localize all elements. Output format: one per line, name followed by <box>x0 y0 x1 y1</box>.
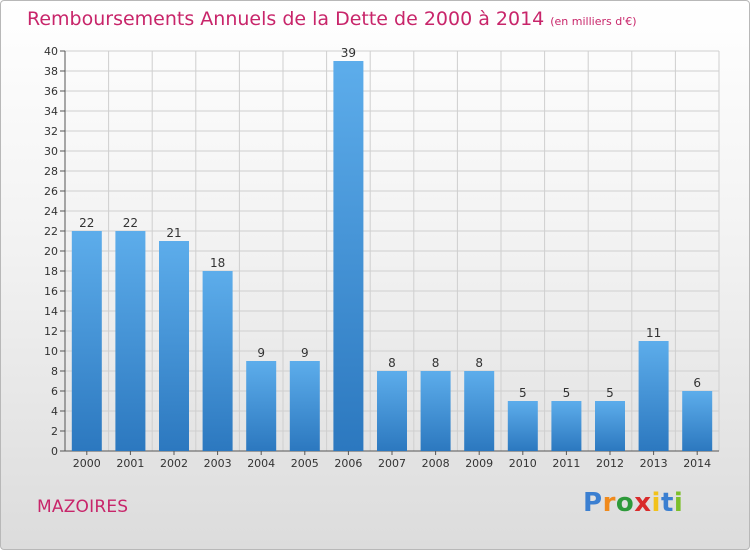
data-label-2008: 8 <box>432 356 440 370</box>
x-tick-label-2001: 2001 <box>116 457 144 470</box>
y-tick-label: 34 <box>44 105 58 118</box>
data-label-2009: 8 <box>475 356 483 370</box>
y-tick-label: 28 <box>44 165 58 178</box>
y-tick-label: 22 <box>44 225 58 238</box>
data-label-2000: 22 <box>79 216 94 230</box>
y-tick-label: 26 <box>44 185 58 198</box>
x-tick-label-2007: 2007 <box>378 457 406 470</box>
logo-letter: r <box>602 488 616 518</box>
bar-2000[interactable] <box>71 231 102 451</box>
x-tick-label-2000: 2000 <box>73 457 101 470</box>
x-tick-label-2010: 2010 <box>509 457 537 470</box>
data-label-2007: 8 <box>388 356 396 370</box>
y-tick-label: 2 <box>51 425 58 438</box>
axis-layer: 0246810121416182022242628303234363840200… <box>44 45 719 470</box>
y-tick-label: 38 <box>44 65 58 78</box>
x-tick-label-2004: 2004 <box>247 457 275 470</box>
y-tick-label: 30 <box>44 145 58 158</box>
bar-2010[interactable] <box>507 401 538 451</box>
logo-letter: x <box>634 488 652 518</box>
y-tick-label: 36 <box>44 85 58 98</box>
proxiti-logo[interactable]: Proxiti <box>583 488 683 518</box>
data-label-2003: 18 <box>210 256 225 270</box>
x-tick-label-2002: 2002 <box>160 457 188 470</box>
bar-2004[interactable] <box>246 361 277 451</box>
bar-2011[interactable] <box>551 401 582 451</box>
data-label-2010: 5 <box>519 386 527 400</box>
y-tick-label: 40 <box>44 45 58 58</box>
y-tick-label: 14 <box>44 305 58 318</box>
bar-2006[interactable] <box>333 61 364 451</box>
logo-letter: t <box>660 488 674 518</box>
y-tick-label: 0 <box>51 445 58 458</box>
data-label-2012: 5 <box>606 386 614 400</box>
y-tick-label: 32 <box>44 125 58 138</box>
bar-2013[interactable] <box>638 341 669 451</box>
data-label-2005: 9 <box>301 346 309 360</box>
bar-2008[interactable] <box>420 371 451 451</box>
y-tick-label: 6 <box>51 385 58 398</box>
x-tick-label-2014: 2014 <box>683 457 711 470</box>
bar-2001[interactable] <box>115 231 146 451</box>
x-tick-label-2009: 2009 <box>465 457 493 470</box>
x-tick-label-2008: 2008 <box>422 457 450 470</box>
data-label-2006: 39 <box>341 46 356 60</box>
y-tick-label: 12 <box>44 325 58 338</box>
bar-2007[interactable] <box>377 371 407 451</box>
x-tick-label-2011: 2011 <box>552 457 580 470</box>
logo-letter: o <box>615 488 635 518</box>
y-tick-label: 20 <box>44 245 58 258</box>
x-tick-label-2006: 2006 <box>334 457 362 470</box>
bar-2009[interactable] <box>464 371 495 451</box>
commune-name: MAZOIRES <box>37 497 129 517</box>
data-label-2002: 21 <box>166 226 181 240</box>
logo-letter: P <box>583 488 603 518</box>
label-layer: 22 22 21 18 9 9 39 8 8 8 5 5 5 11 6 <box>79 46 701 400</box>
chart-title-main: Remboursements Annuels de la Dette de 20… <box>27 8 545 30</box>
y-tick-label: 16 <box>44 285 58 298</box>
y-tick-label: 4 <box>51 405 58 418</box>
data-label-2001: 22 <box>123 216 138 230</box>
logo-letter: i <box>673 488 684 518</box>
bar-2002[interactable] <box>159 241 189 451</box>
data-label-2011: 5 <box>563 386 571 400</box>
data-label-2004: 9 <box>257 346 265 360</box>
bar-2003[interactable] <box>202 271 233 451</box>
y-tick-label: 24 <box>44 205 58 218</box>
y-tick-label: 18 <box>44 265 58 278</box>
data-label-2013: 11 <box>646 326 661 340</box>
x-tick-label-2005: 2005 <box>291 457 319 470</box>
x-tick-label-2012: 2012 <box>596 457 624 470</box>
chart-title-unit: (en milliers d'€) <box>550 15 637 28</box>
bar-layer <box>71 61 713 451</box>
x-tick-label-2003: 2003 <box>204 457 232 470</box>
bar-2012[interactable] <box>595 401 625 451</box>
chart-title: Remboursements Annuels de la Dette de 20… <box>27 8 637 30</box>
y-tick-label: 10 <box>44 345 58 358</box>
x-tick-label-2013: 2013 <box>640 457 668 470</box>
y-tick-label: 8 <box>51 365 58 378</box>
logo-letter: i <box>651 488 661 518</box>
bar-2014[interactable] <box>682 391 713 451</box>
data-label-2014: 6 <box>693 376 701 390</box>
bar-2005[interactable] <box>289 361 320 451</box>
